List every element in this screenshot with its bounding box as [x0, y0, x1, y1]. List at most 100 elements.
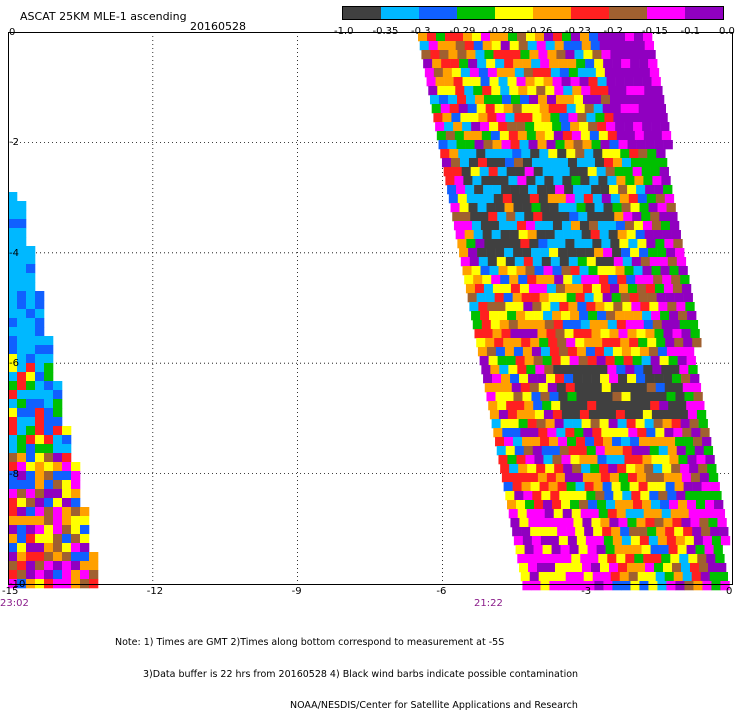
time-label: 21:22 [474, 598, 503, 609]
swath-cell [482, 275, 492, 285]
swath-cell [483, 374, 493, 384]
swath-cell [525, 311, 535, 321]
swath-cell [541, 257, 552, 267]
swath-cell [512, 482, 522, 492]
swath-cell [481, 131, 492, 141]
swath-cell [566, 527, 576, 537]
swath-cell [526, 176, 536, 186]
swath-cell [484, 239, 494, 249]
swath-cell [594, 347, 605, 357]
swath-cell [479, 212, 489, 222]
swath-cell [609, 563, 619, 573]
swath-cell [605, 212, 615, 222]
color-scale-bar [342, 6, 724, 20]
swath-cell [560, 401, 570, 411]
swath-cell [490, 131, 501, 141]
swath-cell [508, 320, 519, 330]
color-scale-swatch [533, 7, 571, 19]
swath-cell [533, 167, 543, 177]
swath-cell [517, 32, 527, 42]
swath-cell [537, 185, 547, 195]
swath-cell [672, 563, 682, 573]
swath-cell [637, 50, 647, 60]
swath-cell [548, 293, 558, 303]
swath-cell [505, 68, 516, 78]
swath-cell [661, 509, 672, 519]
swath-cell [623, 356, 633, 366]
swath-cell [630, 581, 640, 591]
swath-cell [647, 293, 657, 303]
swath-cell [504, 347, 515, 357]
swath-cell [44, 570, 54, 580]
swath-cell [482, 230, 492, 240]
map-title: ASCAT 25KM MLE-1 ascending [20, 10, 187, 23]
swath-cell [694, 491, 704, 501]
swath-cell [615, 266, 625, 276]
swath-cell [489, 410, 500, 420]
swath-cell [581, 41, 592, 51]
swath-cell [629, 482, 639, 492]
swath-cell [642, 311, 652, 321]
axis-ticks: -15 -12 -9 -6 -3 0 0 -2 -4 -6 -8 -10 23:02 21:22 [0, 27, 732, 609]
swath-cell [544, 509, 555, 519]
swath-cell [531, 437, 541, 447]
swath-cell [486, 158, 497, 168]
swath-cell [636, 518, 646, 528]
swath-cell [639, 536, 650, 546]
swath-cell [661, 320, 672, 330]
swath-cell [610, 572, 621, 582]
swath-cell [513, 59, 523, 69]
swath-cell [8, 219, 18, 229]
swath-cell [516, 122, 526, 132]
swath-cell [601, 194, 612, 204]
swath-cell [35, 561, 45, 571]
swath-cell [62, 453, 72, 463]
swath-cell [554, 419, 564, 429]
swath-cell [35, 516, 45, 526]
swath-cell [610, 194, 621, 204]
swath-cell [595, 257, 606, 267]
swath-cell [598, 176, 608, 186]
swath-cell [588, 266, 598, 276]
swath-cell [590, 41, 601, 51]
swath-cell [569, 167, 579, 177]
swath-cell [491, 230, 501, 240]
swath-cell [583, 428, 593, 438]
swath-cell [601, 572, 612, 582]
swath-cell [572, 230, 582, 240]
color-scale-swatch [457, 7, 495, 19]
swath-cell [517, 320, 528, 330]
swath-cell [587, 167, 597, 177]
swath-cell [622, 446, 633, 456]
swath-cell [470, 167, 480, 177]
swath-cell [676, 491, 686, 501]
swath-cell [655, 239, 665, 249]
swath-cell [517, 365, 527, 375]
swath-cell [616, 554, 626, 564]
swath-cell [480, 122, 490, 132]
swath-cell [618, 329, 628, 339]
swath-cell [465, 284, 476, 294]
swath-cell [498, 266, 508, 276]
swath-cell [585, 59, 595, 69]
swath-cell [17, 417, 27, 427]
swath-cell [583, 383, 594, 393]
color-scale-tick-label: -0.2 [603, 26, 624, 37]
swath-cell [522, 347, 533, 357]
swath-cell [672, 518, 682, 528]
swath-cell [637, 239, 647, 249]
swath-cell [588, 77, 598, 87]
swath-cell [681, 329, 691, 339]
swath-cell [531, 347, 542, 357]
swath-cell [35, 354, 45, 364]
swath-cell [483, 95, 494, 105]
swath-cell [573, 185, 583, 195]
swath-cell [555, 140, 565, 150]
swath-cell [449, 104, 459, 114]
swath-cell [582, 95, 593, 105]
swath-cell [691, 428, 701, 438]
swath-cell [585, 536, 596, 546]
swath-cell [421, 50, 431, 60]
swath-cell [705, 500, 715, 510]
swath-cell [682, 383, 693, 393]
